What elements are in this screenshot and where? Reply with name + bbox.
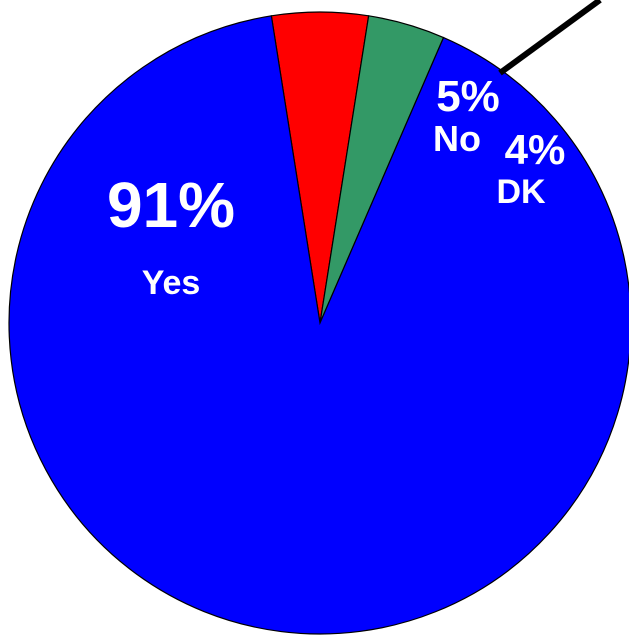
slice-dk-category-label: DK (496, 173, 546, 211)
slice-yes (8, 15, 629, 635)
pie-slices (8, 11, 629, 635)
slice-yes-percent-label: 91% (107, 169, 235, 241)
slice-no-percent-label: 5% (436, 72, 500, 121)
no-slice-leader-line (498, 0, 602, 76)
slice-no-category-label: No (433, 118, 481, 159)
slice-dk-percent-label: 4% (505, 126, 566, 173)
slice-yes-category-label: Yes (142, 264, 201, 302)
pie-labels: 91% Yes 5% No 4% DK (107, 72, 565, 302)
